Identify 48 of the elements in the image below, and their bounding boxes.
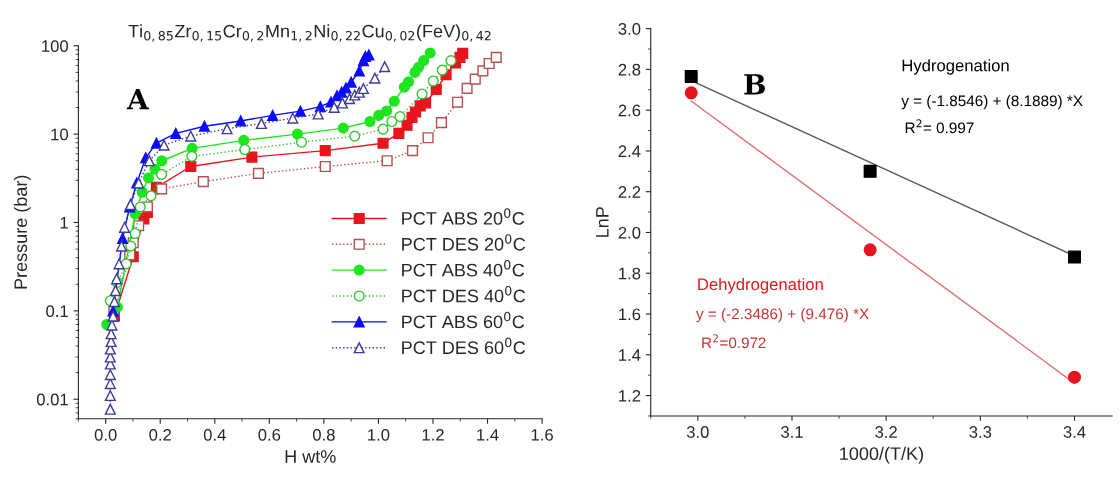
x-tick-label: 3.3	[969, 426, 992, 438]
legend-label: PCT DES 60$^{0}$C	[402, 337, 526, 355]
y-axis-title: Pressure (bar)	[13, 175, 31, 289]
legend-label: PCT DES 20$^{0}$C	[402, 234, 526, 251]
x-tick-label: 3.0	[686, 426, 709, 438]
y-tick-label: 1.2	[619, 389, 641, 402]
annotation: R$^{2}$=0.972	[702, 334, 766, 349]
y-tick-label: 2.4	[618, 145, 641, 157]
annotation: A	[126, 88, 149, 110]
y-tick-label: 1.6	[619, 308, 641, 321]
x-tick-label: 0.0	[94, 428, 117, 441]
text: Dehydrogenation	[698, 277, 823, 294]
x-tick-label: 0.4	[203, 428, 226, 441]
x-tick-label: 1.2	[422, 428, 444, 441]
legend-label: PCT ABS 20$^{0}$C	[402, 208, 525, 225]
annotation: y = (-2.3486) + (9.476) *X	[695, 308, 869, 323]
legend-label: PCT DES 40$^{0}$C	[402, 285, 526, 303]
x-tick-label: 1.4	[477, 429, 499, 441]
x-tick-label: 3.2	[875, 426, 897, 438]
chart-title: Ti$_{0,85}$Zr$_{0,15}$Cr$_{0,2}$Mn$_{1,2}$Ni$_{0,22}$Cu$_{0,02}$(FeV)$_{0,42}$	[128, 24, 491, 42]
x-tick-label: 1.6	[531, 428, 553, 441]
x-tick-label: 1.0	[368, 428, 390, 441]
x-tick-label: 0.6	[258, 428, 281, 441]
x-axis-title: 1000/(T/K)	[840, 446, 923, 464]
y-tick-label: 2.6	[618, 104, 641, 117]
y-tick-label: 1.4	[619, 349, 641, 361]
x-tick-label: 3.4	[1063, 426, 1086, 438]
y-tick-label: 2.8	[618, 63, 641, 76]
y-tick-label: 10	[51, 128, 69, 141]
x-tick-label: 0.2	[149, 428, 171, 441]
y-tick-label: 0.01	[36, 393, 68, 406]
annotation: R$^{2}$= 0.997	[905, 119, 974, 134]
y-tick-label: 2.0	[618, 226, 641, 239]
y-tick-label: 0.1	[46, 305, 68, 318]
x-axis-title: H wt%	[285, 450, 336, 463]
annotation: B	[744, 74, 765, 95]
y-tick-label: 100	[42, 40, 69, 52]
legend-label: PCT ABS 60$^{0}$C	[402, 311, 525, 329]
x-tick-label: 0.8	[312, 428, 335, 441]
x-tick-label: 3.1	[781, 426, 803, 438]
y-tick-label: 1.8	[619, 267, 641, 280]
y-tick-label: 2.2	[618, 186, 641, 198]
annotation: y = (-1.8546) + (8.1889) *X	[901, 95, 1083, 110]
legend-label: PCT ABS 40$^{0}$C	[402, 260, 525, 277]
y-tick-label: 3.0	[618, 23, 641, 35]
text: Hydrogenation	[902, 59, 1009, 75]
y-axis-title: LnP	[596, 207, 609, 237]
y-tick-label: 1	[60, 217, 68, 229]
